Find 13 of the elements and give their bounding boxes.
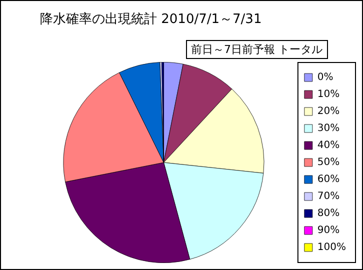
legend-label: 30% xyxy=(317,123,340,134)
legend-label: 40% xyxy=(317,140,340,152)
legend-label: 60% xyxy=(317,174,340,186)
chart-title: 降水確率の出現統計 2010/7/1～7/31 xyxy=(40,11,262,28)
legend-label: 50% xyxy=(317,157,340,168)
legend-label: 80% xyxy=(317,208,340,220)
legend-label: 100% xyxy=(317,242,346,254)
chart-subtitle: 前日～7日前予報 トータル xyxy=(186,40,328,59)
legend-label: 90% xyxy=(317,225,340,236)
legend-label: 70% xyxy=(317,191,340,202)
legend-label: 0% xyxy=(317,72,334,84)
legend-label: 20% xyxy=(317,106,340,118)
legend-label: 10% xyxy=(317,89,340,100)
